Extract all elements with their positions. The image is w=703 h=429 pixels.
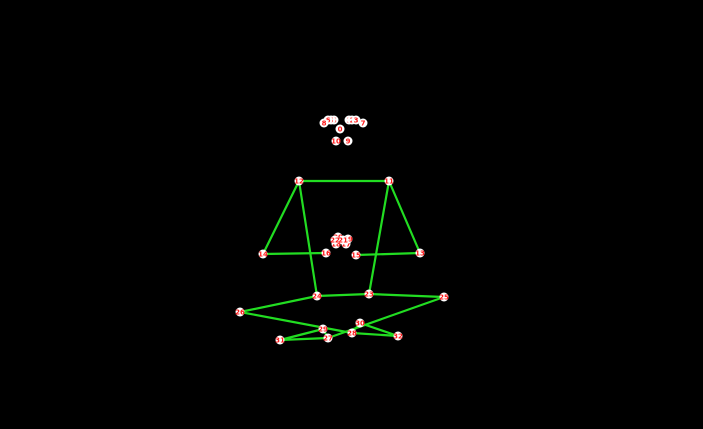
- keypoint-label: 24: [312, 292, 322, 300]
- keypoint-marker: [318, 324, 328, 334]
- keypoint-10: 10: [331, 136, 341, 146]
- keypoint-label: 12: [294, 177, 304, 185]
- keypoint-marker: [351, 250, 361, 260]
- keypoint-28: 28: [347, 328, 357, 338]
- keypoint-22: 22: [330, 235, 340, 245]
- keypoint-label: 21: [338, 236, 348, 244]
- keypoint-marker: [321, 248, 331, 258]
- keypoint-label: 8: [322, 119, 327, 127]
- keypoint-30: 30: [355, 318, 365, 328]
- keypoint-label: 30: [355, 319, 365, 327]
- skeleton-edge-23-25: [367, 292, 446, 299]
- keypoint-8: 8: [319, 118, 329, 128]
- keypoint-marker: [338, 235, 348, 245]
- keypoint-29: 29: [318, 324, 328, 334]
- skeleton-edge-13-15: [354, 251, 422, 257]
- keypoint-0: 0: [335, 124, 345, 134]
- keypoint-marker: [415, 248, 425, 258]
- skeleton-keypoints: 0123456789101112131415161718192021222324…: [235, 115, 449, 345]
- keypoint-31: 31: [275, 335, 285, 345]
- keypoint-label: 23: [364, 290, 374, 298]
- skeleton-edge-29-31: [278, 327, 325, 342]
- keypoint-label: 25: [439, 293, 449, 301]
- skeleton-edge-11-23: [367, 179, 391, 296]
- keypoint-label: 18: [331, 240, 341, 248]
- keypoint-marker: [364, 289, 374, 299]
- keypoint-marker: [343, 136, 353, 146]
- skeleton-edge-12-24: [297, 179, 319, 298]
- keypoint-label: 13: [415, 249, 425, 257]
- keypoint-label: 32: [393, 332, 403, 340]
- keypoint-label: 19: [343, 235, 353, 243]
- skeleton-edge-30-32: [358, 321, 400, 338]
- keypoint-label: 6: [326, 116, 331, 124]
- skeleton-edge-12-14: [261, 179, 301, 256]
- keypoint-marker: [393, 331, 403, 341]
- keypoint-12: 12: [294, 176, 304, 186]
- keypoint-label: 7: [361, 119, 366, 127]
- keypoint-32: 32: [393, 331, 403, 341]
- keypoint-label: 16: [321, 249, 331, 257]
- keypoint-marker: [294, 176, 304, 186]
- keypoint-label: 15: [351, 251, 361, 259]
- skeleton-edge-24-26: [238, 294, 319, 314]
- keypoint-label: 26: [235, 308, 245, 316]
- skeleton-edge-27-31: [278, 336, 330, 342]
- keypoint-16: 16: [321, 248, 331, 258]
- keypoint-marker: [335, 124, 345, 134]
- keypoint-label: 14: [258, 250, 268, 258]
- keypoint-marker: [331, 136, 341, 146]
- keypoint-marker: [312, 291, 322, 301]
- keypoint-marker: [358, 118, 368, 128]
- keypoint-marker: [355, 318, 365, 328]
- keypoint-15: 15: [351, 250, 361, 260]
- skeleton-edge-14-16: [261, 251, 328, 256]
- skeleton-edge-11-13: [387, 179, 422, 255]
- keypoint-label: 28: [347, 329, 357, 337]
- keypoint-label: 29: [318, 325, 328, 333]
- skeleton-edge-26-28: [238, 310, 354, 335]
- skeleton-edge-25-27: [326, 295, 446, 340]
- keypoint-marker: [330, 235, 340, 245]
- keypoint-3: 3: [351, 115, 361, 125]
- skeleton-edge-24-23: [315, 292, 371, 298]
- skeleton-edge-28-32: [350, 331, 400, 338]
- keypoint-marker: [319, 118, 329, 128]
- keypoint-24: 24: [312, 291, 322, 301]
- keypoint-label: 31: [275, 336, 285, 344]
- keypoint-13: 13: [415, 248, 425, 258]
- keypoint-marker: [347, 328, 357, 338]
- keypoint-label: 10: [331, 137, 341, 145]
- keypoint-label: 17: [341, 240, 351, 248]
- keypoint-label: 27: [323, 334, 333, 342]
- keypoint-21: 21: [338, 235, 348, 245]
- keypoint-9: 9: [343, 136, 353, 146]
- keypoint-7: 7: [358, 118, 368, 128]
- keypoint-marker: [258, 249, 268, 259]
- keypoint-23: 23: [364, 289, 374, 299]
- keypoint-27: 27: [323, 333, 333, 343]
- keypoint-25: 25: [439, 292, 449, 302]
- keypoint-label: 22: [330, 236, 340, 244]
- keypoint-marker: [384, 176, 394, 186]
- keypoint-label: 3: [354, 116, 359, 124]
- keypoint-marker: [235, 307, 245, 317]
- keypoint-26: 26: [235, 307, 245, 317]
- keypoint-label: 0: [338, 125, 343, 133]
- keypoint-14: 14: [258, 249, 268, 259]
- keypoint-marker: [323, 333, 333, 343]
- keypoint-marker: [275, 335, 285, 345]
- keypoint-label: 9: [346, 137, 351, 145]
- keypoint-marker: [351, 115, 361, 125]
- keypoint-marker: [439, 292, 449, 302]
- keypoint-label: 11: [384, 177, 394, 185]
- keypoint-11: 11: [384, 176, 394, 186]
